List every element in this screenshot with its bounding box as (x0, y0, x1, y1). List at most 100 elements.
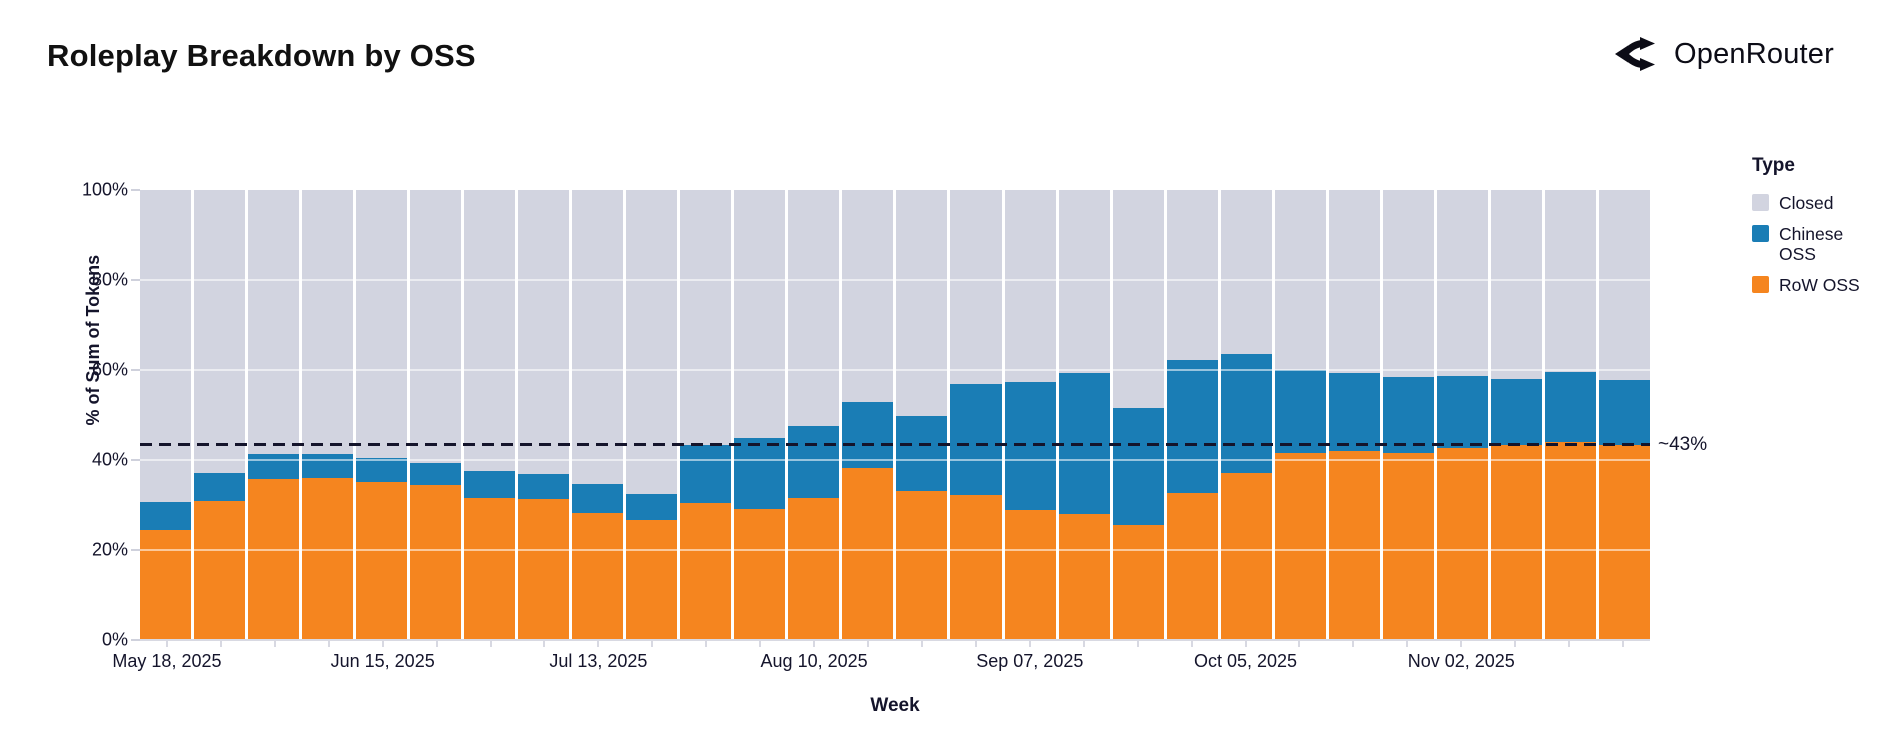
bar-week[interactable] (1490, 190, 1542, 640)
bar-segment-row-oss[interactable] (950, 495, 1002, 640)
bar-segment-closed[interactable] (1166, 190, 1218, 361)
bar-week[interactable] (464, 190, 516, 640)
bar-segment-row-oss[interactable] (1058, 513, 1110, 640)
bar-segment-closed[interactable] (1274, 190, 1326, 370)
bar-segment-row-oss[interactable] (464, 497, 516, 640)
bar-segment-closed[interactable] (1382, 190, 1434, 378)
bar-week[interactable] (950, 190, 1002, 640)
bar-segment-row-oss[interactable] (1004, 509, 1056, 640)
bar-segment-closed[interactable] (1004, 190, 1056, 383)
bar-week[interactable] (1274, 190, 1326, 640)
bar-segment-closed[interactable] (842, 190, 894, 402)
bar-segment-closed[interactable] (356, 190, 408, 459)
bar-segment-chinese-oss[interactable] (410, 462, 462, 486)
bar-week[interactable] (842, 190, 894, 640)
bar-segment-closed[interactable] (734, 190, 786, 439)
bar-week[interactable] (1166, 190, 1218, 640)
bar-segment-chinese-oss[interactable] (1436, 376, 1488, 449)
bar-segment-chinese-oss[interactable] (1328, 373, 1380, 451)
bar-segment-closed[interactable] (1544, 190, 1596, 372)
bar-week[interactable] (896, 190, 948, 640)
bar-segment-row-oss[interactable] (572, 512, 624, 640)
bar-week[interactable] (680, 190, 732, 640)
bar-segment-row-oss[interactable] (1436, 448, 1488, 640)
bar-segment-closed[interactable] (1112, 190, 1164, 409)
bar-segment-chinese-oss[interactable] (1166, 360, 1218, 494)
bar-segment-chinese-oss[interactable] (1004, 382, 1056, 510)
bar-segment-row-oss[interactable] (1490, 445, 1542, 640)
bar-segment-row-oss[interactable] (734, 509, 786, 640)
bar-week[interactable] (788, 190, 840, 640)
bar-segment-closed[interactable] (140, 190, 192, 502)
bar-segment-chinese-oss[interactable] (1220, 354, 1272, 473)
bar-segment-chinese-oss[interactable] (140, 501, 192, 531)
legend-item-closed[interactable]: Closed (1752, 193, 1872, 213)
bar-segment-row-oss[interactable] (788, 498, 840, 640)
bar-segment-row-oss[interactable] (626, 519, 678, 640)
bar-week[interactable] (1598, 190, 1650, 640)
bar-segment-row-oss[interactable] (410, 485, 462, 640)
bar-segment-closed[interactable] (302, 190, 354, 454)
bar-segment-chinese-oss[interactable] (248, 454, 300, 479)
bar-segment-chinese-oss[interactable] (1382, 377, 1434, 453)
bar-week[interactable] (1058, 190, 1110, 640)
bar-week[interactable] (518, 190, 570, 640)
bar-week[interactable] (734, 190, 786, 640)
bar-week[interactable] (1004, 190, 1056, 640)
bar-week[interactable] (1220, 190, 1272, 640)
bar-segment-chinese-oss[interactable] (626, 494, 678, 520)
bar-segment-chinese-oss[interactable] (842, 401, 894, 468)
bar-week[interactable] (410, 190, 462, 640)
bar-segment-chinese-oss[interactable] (1112, 408, 1164, 525)
bar-segment-row-oss[interactable] (1328, 450, 1380, 640)
bar-segment-row-oss[interactable] (680, 503, 732, 640)
bar-segment-closed[interactable] (626, 190, 678, 495)
bar-week[interactable] (140, 190, 192, 640)
bar-segment-chinese-oss[interactable] (896, 416, 948, 492)
bar-segment-chinese-oss[interactable] (518, 473, 570, 500)
bar-segment-closed[interactable] (248, 190, 300, 455)
bar-segment-row-oss[interactable] (1274, 453, 1326, 640)
bar-segment-chinese-oss[interactable] (1490, 379, 1542, 446)
bar-segment-closed[interactable] (1436, 190, 1488, 377)
bar-week[interactable] (1382, 190, 1434, 640)
bar-segment-chinese-oss[interactable] (680, 444, 732, 504)
legend-item-chinese-oss[interactable]: Chinese OSS (1752, 224, 1872, 264)
bar-week[interactable] (356, 190, 408, 640)
bar-week[interactable] (572, 190, 624, 640)
bar-segment-closed[interactable] (1598, 190, 1650, 380)
bar-segment-chinese-oss[interactable] (302, 453, 354, 478)
bar-segment-chinese-oss[interactable] (1598, 379, 1650, 445)
bar-week[interactable] (1328, 190, 1380, 640)
bar-segment-row-oss[interactable] (1166, 493, 1218, 640)
bar-segment-chinese-oss[interactable] (950, 384, 1002, 496)
bar-segment-closed[interactable] (680, 190, 732, 445)
bar-segment-chinese-oss[interactable] (734, 438, 786, 510)
bar-segment-closed[interactable] (1490, 190, 1542, 380)
bar-segment-chinese-oss[interactable] (464, 470, 516, 498)
bar-segment-chinese-oss[interactable] (1544, 371, 1596, 443)
bar-segment-closed[interactable] (464, 190, 516, 471)
bar-segment-row-oss[interactable] (194, 500, 246, 640)
bar-segment-closed[interactable] (194, 190, 246, 473)
bar-segment-row-oss[interactable] (896, 491, 948, 640)
bar-week[interactable] (1544, 190, 1596, 640)
bar-segment-row-oss[interactable] (1220, 472, 1272, 640)
bar-week[interactable] (1436, 190, 1488, 640)
bar-segment-closed[interactable] (410, 190, 462, 463)
bar-segment-closed[interactable] (788, 190, 840, 426)
bar-segment-closed[interactable] (1328, 190, 1380, 374)
bar-week[interactable] (302, 190, 354, 640)
bar-segment-row-oss[interactable] (140, 530, 192, 640)
bar-week[interactable] (1112, 190, 1164, 640)
bar-segment-row-oss[interactable] (302, 478, 354, 640)
bar-segment-closed[interactable] (572, 190, 624, 484)
bar-segment-closed[interactable] (518, 190, 570, 474)
legend-item-row-oss[interactable]: RoW OSS (1752, 275, 1872, 295)
bar-segment-row-oss[interactable] (518, 499, 570, 640)
bar-segment-closed[interactable] (1220, 190, 1272, 355)
bar-week[interactable] (626, 190, 678, 640)
bar-segment-closed[interactable] (896, 190, 948, 417)
bar-segment-chinese-oss[interactable] (1274, 369, 1326, 454)
bar-week[interactable] (194, 190, 246, 640)
